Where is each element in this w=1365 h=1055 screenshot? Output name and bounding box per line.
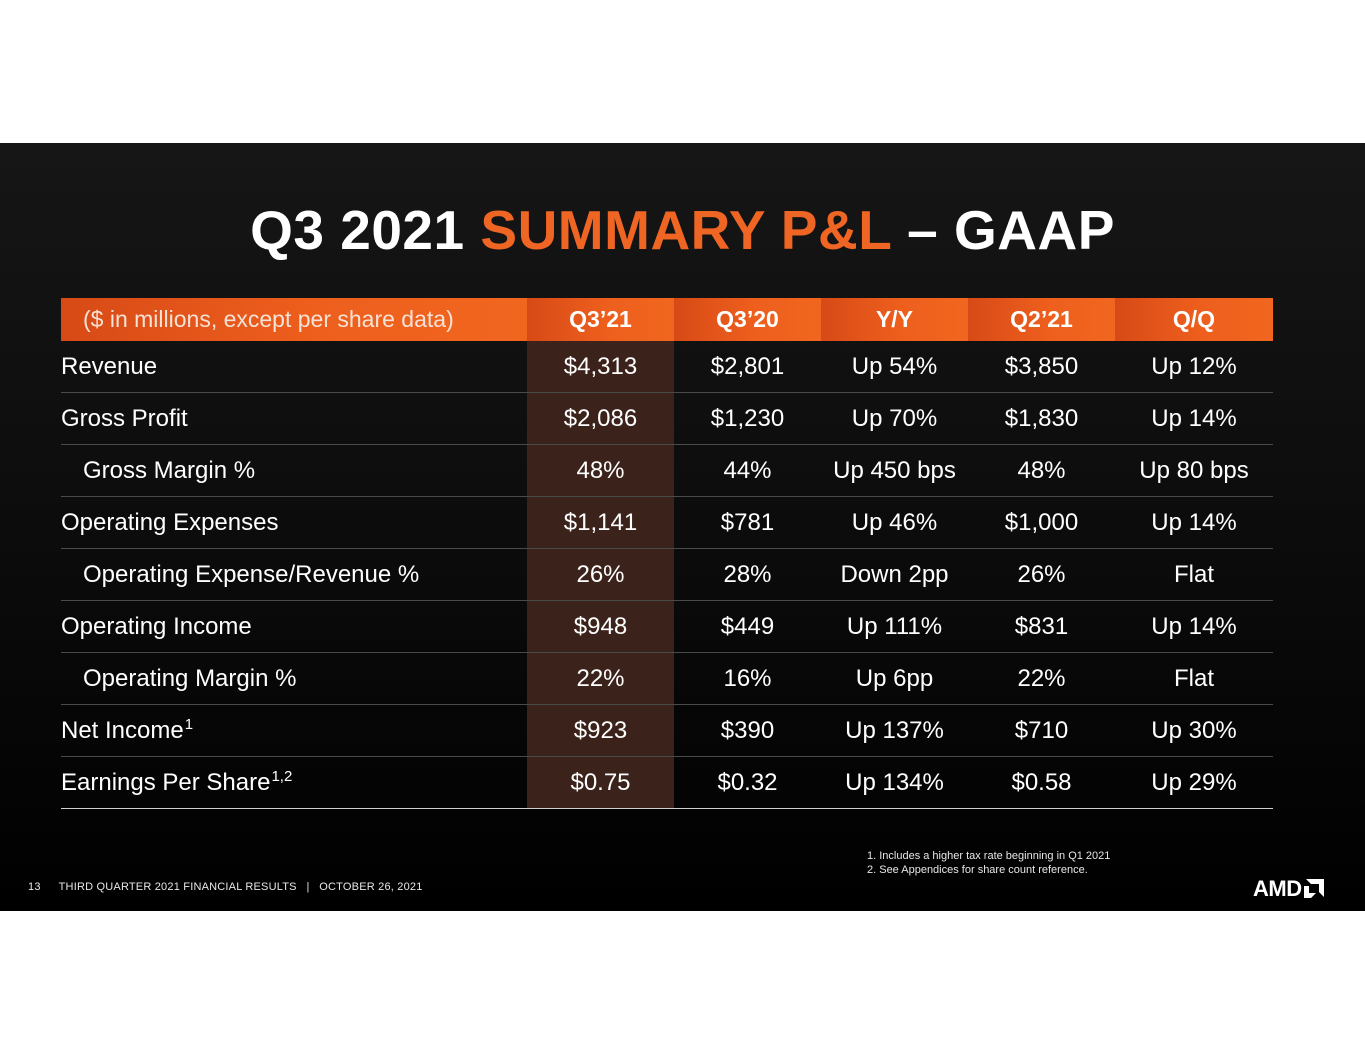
- cell-q3-20: $1,230: [674, 392, 821, 445]
- table-row: Earnings Per Share1,2 $0.75 $0.32 Up 134…: [61, 756, 1273, 809]
- footer-text: THIRD QUARTER 2021 FINANCIAL RESULTS | O…: [58, 881, 423, 893]
- title-prefix: Q3 2021: [250, 199, 481, 261]
- row-label: Revenue: [61, 341, 527, 393]
- table-row: Net Income1 $923 $390 Up 137% $710 Up 30…: [61, 704, 1273, 757]
- row-label-text: Operating Expenses: [61, 508, 279, 536]
- cell-yy: Up 137%: [821, 704, 968, 757]
- cell-qq: Flat: [1115, 548, 1273, 601]
- cell-qq: Up 12%: [1115, 341, 1273, 393]
- cell-yy: Down 2pp: [821, 548, 968, 601]
- table-row: Revenue $4,313 $2,801 Up 54% $3,850 Up 1…: [61, 341, 1273, 393]
- cell-qq: Up 80 bps: [1115, 444, 1273, 497]
- cell-qq: Up 14%: [1115, 392, 1273, 445]
- cell-qq: Up 30%: [1115, 704, 1273, 757]
- row-label: Gross Profit: [61, 392, 527, 445]
- cell-q3-21: 26%: [527, 548, 674, 601]
- header-q3-21: Q3’21: [527, 298, 674, 341]
- cell-q2-21: $1,000: [968, 496, 1115, 549]
- cell-yy: Up 450 bps: [821, 444, 968, 497]
- cell-q3-20: $781: [674, 496, 821, 549]
- cell-qq: Up 29%: [1115, 756, 1273, 809]
- cell-q3-20: $2,801: [674, 341, 821, 393]
- cell-qq: Up 14%: [1115, 496, 1273, 549]
- summary-pl-table: ($ in millions, except per share data) Q…: [61, 298, 1273, 809]
- logo-wordmark: AMD: [1253, 876, 1302, 901]
- row-label-text: Earnings Per Share: [61, 769, 271, 796]
- cell-q3-21: 22%: [527, 652, 674, 705]
- cell-q3-20: 28%: [674, 548, 821, 601]
- cell-q2-21: 22%: [968, 652, 1115, 705]
- header-row: ($ in millions, except per share data) Q…: [61, 298, 1273, 341]
- title-suffix: – GAAP: [891, 199, 1115, 261]
- cell-yy: Up 134%: [821, 756, 968, 809]
- row-label-text: Revenue: [61, 352, 158, 380]
- slide-title: Q3 2021 SUMMARY P&L – GAAP: [0, 198, 1365, 262]
- table-row: Operating Margin % 22% 16% Up 6pp 22% Fl…: [61, 652, 1273, 705]
- footnote-marker: 1: [184, 716, 194, 733]
- header-q2-21: Q2’21: [968, 298, 1115, 341]
- footnote-2: 2. See Appendices for share count refere…: [867, 864, 1088, 876]
- slide: Q3 2021 SUMMARY P&L – GAAP ($ in million…: [0, 143, 1365, 911]
- cell-q2-21: $1,830: [968, 392, 1115, 445]
- row-label: Earnings Per Share1,2: [61, 756, 527, 809]
- row-label: Operating Expenses: [61, 496, 527, 549]
- header-yy: Y/Y: [821, 298, 968, 341]
- cell-qq: Up 14%: [1115, 600, 1273, 653]
- amd-arrow-icon: [1303, 879, 1324, 898]
- table-row: Operating Expenses $1,141 $781 Up 46% $1…: [61, 496, 1273, 549]
- amd-logo: AMD: [1253, 876, 1324, 902]
- cell-q2-21: $831: [968, 600, 1115, 653]
- row-label-text: Operating Income: [61, 612, 252, 640]
- cell-yy: Up 54%: [821, 341, 968, 393]
- footnote-marker: 1,2: [271, 768, 293, 785]
- cell-q2-21: 26%: [968, 548, 1115, 601]
- cell-q2-21: $0.58: [968, 756, 1115, 809]
- cell-q3-21: 48%: [527, 444, 674, 497]
- table-header: ($ in millions, except per share data) Q…: [61, 298, 1273, 341]
- footnote-1: 1. Includes a higher tax rate beginning …: [867, 850, 1111, 862]
- cell-q3-20: $0.32: [674, 756, 821, 809]
- footnotes: 1. Includes a higher tax rate beginning …: [867, 849, 1110, 877]
- row-label: Operating Income: [61, 600, 527, 653]
- header-q3-20: Q3’20: [674, 298, 821, 341]
- cell-q3-21: $923: [527, 704, 674, 757]
- cell-yy: Up 70%: [821, 392, 968, 445]
- row-label-text: Gross Margin %: [83, 456, 256, 484]
- table-row: Gross Profit $2,086 $1,230 Up 70% $1,830…: [61, 392, 1273, 445]
- row-label: Operating Expense/Revenue %: [61, 548, 527, 601]
- table-row: Gross Margin % 48% 44% Up 450 bps 48% Up…: [61, 444, 1273, 497]
- header-qq: Q/Q: [1115, 298, 1273, 341]
- row-label: Operating Margin %: [61, 652, 527, 705]
- cell-q3-20: 44%: [674, 444, 821, 497]
- row-label-text: Operating Margin %: [83, 664, 297, 692]
- cell-q3-21: $948: [527, 600, 674, 653]
- cell-q3-21: $0.75: [527, 756, 674, 809]
- cell-q2-21: $710: [968, 704, 1115, 757]
- header-label-column: ($ in millions, except per share data): [61, 298, 527, 341]
- slide-footer: 13 THIRD QUARTER 2021 FINANCIAL RESULTS |…: [28, 881, 423, 893]
- cell-qq: Flat: [1115, 652, 1273, 705]
- cell-q2-21: $3,850: [968, 341, 1115, 393]
- cell-yy: Up 111%: [821, 600, 968, 653]
- cell-q3-21: $2,086: [527, 392, 674, 445]
- table-row: Operating Expense/Revenue % 26% 28% Down…: [61, 548, 1273, 601]
- cell-q2-21: 48%: [968, 444, 1115, 497]
- row-label: Gross Margin %: [61, 444, 527, 497]
- row-label-text: Gross Profit: [61, 404, 188, 432]
- row-label-text: Net Income: [61, 717, 184, 744]
- cell-q3-20: 16%: [674, 652, 821, 705]
- cell-yy: Up 46%: [821, 496, 968, 549]
- title-accent: SUMMARY P&L: [480, 199, 892, 261]
- cell-q3-20: $390: [674, 704, 821, 757]
- page-number: 13: [28, 881, 41, 893]
- row-label: Net Income1: [61, 704, 527, 757]
- table-row: Operating Income $948 $449 Up 111% $831 …: [61, 600, 1273, 653]
- row-label-text: Operating Expense/Revenue %: [83, 560, 420, 588]
- cell-q3-21: $4,313: [527, 341, 674, 393]
- cell-q3-21: $1,141: [527, 496, 674, 549]
- cell-yy: Up 6pp: [821, 652, 968, 705]
- cell-q3-20: $449: [674, 600, 821, 653]
